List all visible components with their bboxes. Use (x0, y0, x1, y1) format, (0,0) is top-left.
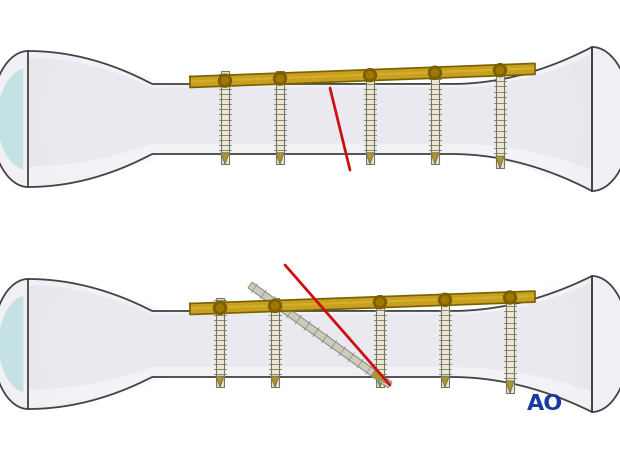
Polygon shape (441, 376, 449, 387)
Polygon shape (216, 376, 224, 387)
Circle shape (218, 74, 231, 87)
Circle shape (497, 67, 503, 74)
Circle shape (268, 299, 281, 313)
Polygon shape (40, 286, 582, 402)
Polygon shape (431, 153, 439, 164)
Polygon shape (0, 296, 24, 392)
Polygon shape (190, 295, 535, 309)
Polygon shape (38, 58, 583, 180)
Circle shape (507, 294, 513, 301)
Polygon shape (216, 298, 224, 387)
Polygon shape (28, 283, 592, 392)
Circle shape (272, 302, 278, 309)
Polygon shape (221, 153, 229, 164)
Polygon shape (366, 153, 374, 164)
Text: AO: AO (527, 394, 563, 414)
Polygon shape (366, 71, 374, 164)
Circle shape (428, 66, 441, 79)
Polygon shape (271, 298, 279, 387)
Polygon shape (371, 370, 390, 385)
Circle shape (221, 77, 229, 84)
Circle shape (216, 304, 224, 312)
Polygon shape (190, 67, 535, 83)
Polygon shape (441, 298, 449, 387)
Polygon shape (506, 292, 514, 393)
Polygon shape (0, 47, 620, 191)
Polygon shape (0, 276, 620, 412)
Circle shape (366, 72, 374, 79)
Polygon shape (431, 71, 439, 164)
Polygon shape (496, 156, 504, 168)
Circle shape (373, 296, 386, 308)
Polygon shape (376, 298, 384, 387)
Polygon shape (190, 291, 535, 314)
Polygon shape (376, 376, 384, 387)
Polygon shape (506, 381, 514, 393)
Circle shape (438, 293, 451, 306)
Polygon shape (248, 282, 392, 388)
Polygon shape (276, 153, 284, 164)
Circle shape (432, 69, 438, 76)
Circle shape (213, 302, 226, 314)
Polygon shape (221, 71, 229, 164)
Circle shape (363, 69, 376, 82)
Circle shape (277, 75, 283, 82)
Polygon shape (276, 71, 284, 164)
Polygon shape (190, 63, 535, 88)
Circle shape (376, 299, 384, 306)
Polygon shape (28, 54, 592, 169)
Circle shape (503, 291, 516, 304)
Circle shape (273, 72, 286, 85)
Polygon shape (271, 376, 279, 387)
Circle shape (441, 296, 449, 303)
Circle shape (494, 64, 507, 77)
Polygon shape (0, 69, 23, 169)
Polygon shape (496, 67, 504, 168)
